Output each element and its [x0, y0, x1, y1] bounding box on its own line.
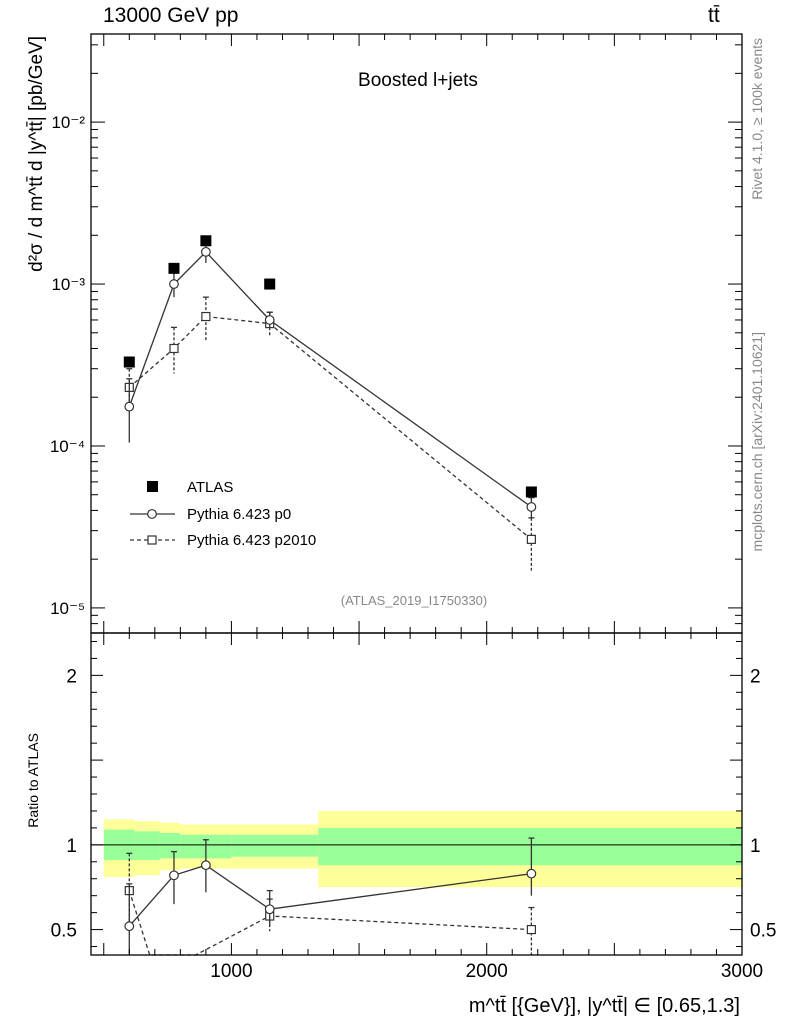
legend-atlas-label: ATLAS	[187, 479, 233, 496]
ratio-ytick-label-right-2: 2	[750, 666, 761, 687]
band-inner-1	[134, 831, 160, 861]
ratio-p0-point-4	[526, 868, 537, 879]
band-inner-2	[159, 832, 181, 859]
main-p2010-point-2	[201, 311, 211, 322]
main-p0-point-1	[169, 279, 179, 289]
main-atlas-point-0	[123, 356, 135, 368]
x-tick-label-1: 2000	[466, 961, 508, 982]
ratio-ytick-label-right-0: 0.5	[750, 921, 776, 942]
ratio-ytick-label-left-0: 0.5	[51, 921, 77, 942]
ratio-ytick-label-left-1: 1	[66, 836, 77, 857]
ratio-xlabel: m^tt̄ [{GeV}], |y^tt̄| ∈ [0.65,1.3]	[469, 995, 740, 1017]
legend-p0-marker	[147, 509, 157, 519]
ratio-ytick-label-right-1: 1	[750, 836, 761, 857]
axes	[90, 33, 743, 956]
legend-p0-label: Pythia 6.423 p0	[187, 506, 291, 523]
main-p0-point-3	[264, 315, 275, 325]
series	[123, 235, 537, 956]
x-tick-label-2: 3000	[721, 961, 763, 982]
header-right: tt̄	[708, 4, 720, 27]
main-atlas-point-1	[168, 262, 180, 274]
x-tick-label-0: 1000	[210, 961, 252, 982]
main-p0-point-2	[200, 246, 211, 257]
main-atlas-point-2	[200, 235, 212, 247]
band-inner-4	[231, 834, 319, 857]
band-inner-5	[318, 827, 742, 866]
ratio-p2010-point-4	[526, 924, 536, 935]
main-p0-point-4	[526, 502, 537, 512]
legend-atlas-marker	[147, 481, 158, 492]
ratio-p0-point-3	[264, 904, 275, 915]
main-p2010-point-4	[526, 534, 536, 544]
ratio-p0-point-2	[200, 860, 211, 871]
main-ytick-label-1: 10⁻⁴	[50, 437, 85, 456]
ratio-p2010-line	[128, 890, 532, 956]
legend: ATLAS Pythia 6.423 p0 Pythia 6.423 p2010	[130, 479, 316, 549]
main-ytick-label-3: 10⁻²	[51, 113, 85, 132]
side-label-bottom: mcplots.cern.ch [arXiv:2401.10621]	[749, 332, 765, 551]
main-atlas-point-4	[525, 486, 537, 498]
ratio-ylabel: Ratio to ATLAS	[25, 733, 41, 828]
side-label-top: Rivet 4.1.0, ≥ 100k events	[749, 38, 765, 200]
reference-annotation: (ATLAS_2019_I1750330)	[341, 593, 487, 608]
ratio-frame	[90, 632, 743, 956]
ratio-bands	[103, 810, 742, 888]
main-p2010-line	[128, 315, 532, 540]
ratio-p0-point-1	[169, 870, 179, 881]
main-atlas-point-3	[264, 278, 276, 290]
main-p0-line	[128, 250, 532, 508]
legend-p2010-marker	[147, 535, 157, 545]
labels: Boosted l+jets (ATLAS_2019_I1750330) Riv…	[25, 36, 776, 1017]
main-ylabel: d²σ / d m^tt̄ d |y^tt̄| [pb/GeV]	[26, 36, 47, 272]
ratio-ytick-label-left-2: 2	[66, 666, 77, 687]
ratio-p0-point-0	[124, 921, 135, 932]
legend-p2010-label: Pythia 6.423 p2010	[187, 532, 316, 549]
chart-title: Boosted l+jets	[358, 70, 478, 91]
main-p2010-point-1	[169, 343, 179, 354]
header-left: 13000 GeV pp	[103, 4, 239, 27]
main-p0-point-0	[124, 401, 135, 412]
main-ytick-label-2: 10⁻³	[51, 275, 85, 294]
main-ytick-label-0: 10⁻⁵	[50, 599, 85, 618]
